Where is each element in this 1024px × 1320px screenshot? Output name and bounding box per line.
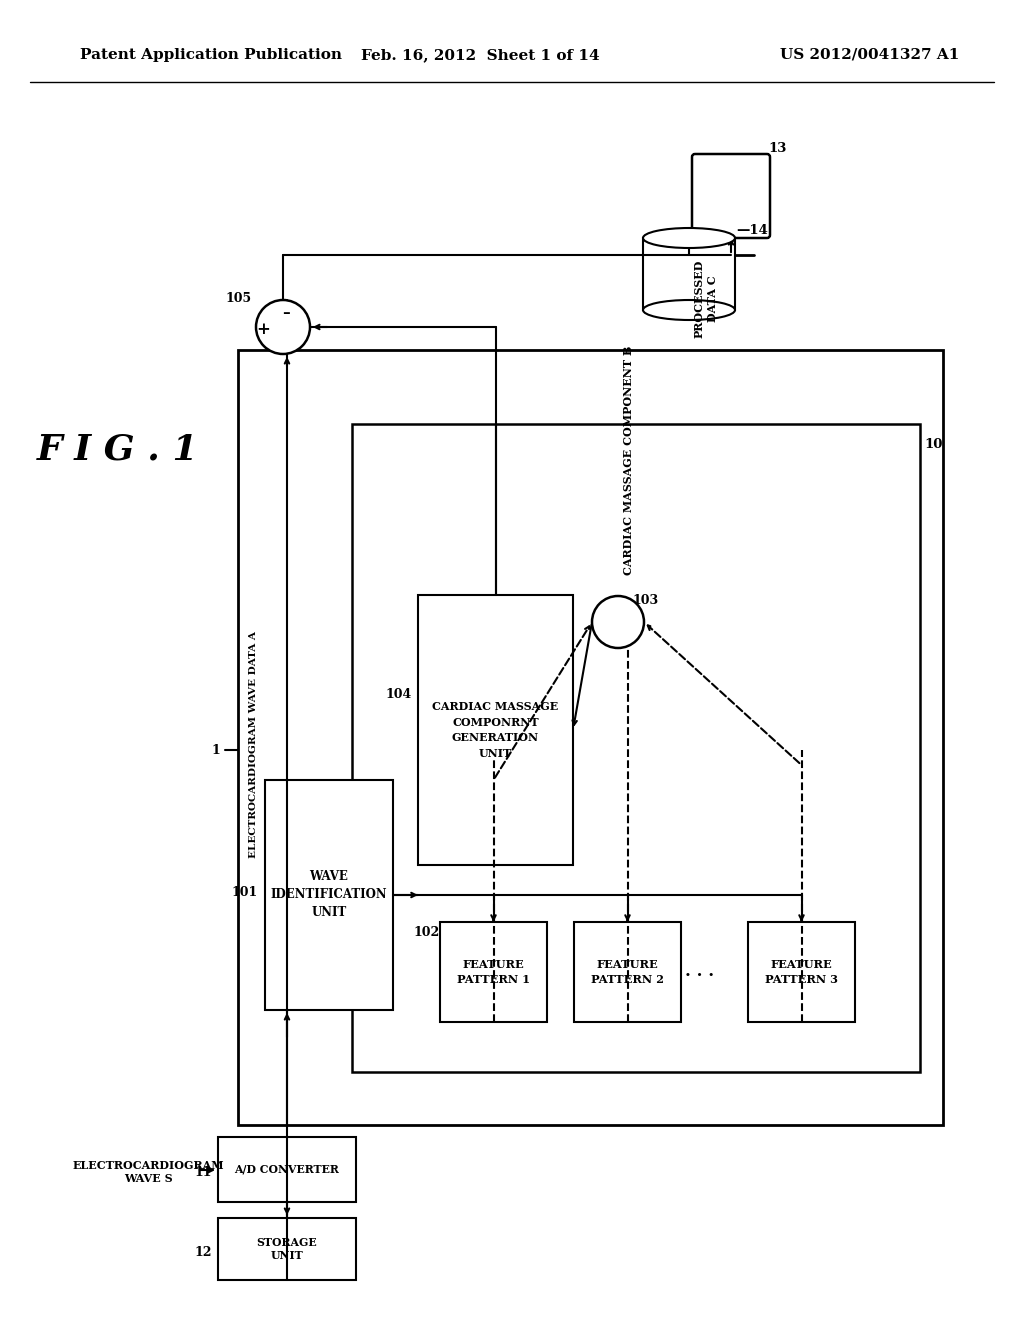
Bar: [218, 1137, 356, 1203]
Text: 10: 10: [924, 438, 942, 451]
Text: STORAGE
UNIT: STORAGE UNIT: [257, 1237, 317, 1262]
Text: PROCESSED
DATA C: PROCESSED DATA C: [693, 260, 719, 338]
Text: A/D CONVERTER: A/D CONVERTER: [234, 1164, 339, 1175]
Text: –: –: [283, 306, 290, 319]
Bar: [574, 921, 681, 1022]
Text: 101: 101: [231, 886, 258, 899]
Text: . . .: . . .: [685, 964, 715, 981]
Text: 13: 13: [768, 141, 786, 154]
Bar: [352, 424, 920, 1072]
Text: 104: 104: [386, 689, 412, 701]
Text: 103: 103: [632, 594, 658, 606]
Text: Patent Application Publication: Patent Application Publication: [80, 48, 342, 62]
Text: ELECTROCARDIOGRAM WAVE DATA A: ELECTROCARDIOGRAM WAVE DATA A: [249, 631, 257, 858]
Text: US 2012/0041327 A1: US 2012/0041327 A1: [780, 48, 959, 62]
Circle shape: [592, 597, 644, 648]
FancyBboxPatch shape: [692, 154, 770, 238]
Circle shape: [256, 300, 310, 354]
Ellipse shape: [643, 300, 735, 319]
Text: FEATURE
PATTERN 2: FEATURE PATTERN 2: [591, 960, 664, 985]
Bar: [440, 921, 547, 1022]
Text: F I G . 1: F I G . 1: [37, 433, 199, 467]
Text: 1: 1: [211, 743, 220, 756]
Text: WAVE
IDENTIFICATION
UNIT: WAVE IDENTIFICATION UNIT: [270, 870, 387, 920]
Text: Feb. 16, 2012  Sheet 1 of 14: Feb. 16, 2012 Sheet 1 of 14: [360, 48, 599, 62]
Ellipse shape: [643, 228, 735, 248]
Text: 105: 105: [226, 292, 252, 305]
Text: 102: 102: [414, 925, 440, 939]
Bar: [748, 921, 855, 1022]
Text: 11: 11: [195, 1166, 212, 1179]
Bar: [218, 1218, 356, 1280]
Text: CARDIAC MASSAGE COMPONENT B: CARDIAC MASSAGE COMPONENT B: [623, 346, 634, 574]
Bar: [418, 595, 573, 865]
Text: FEATURE
PATTERN 1: FEATURE PATTERN 1: [457, 960, 530, 985]
Text: ELECTROCARDIOGRAM
WAVE S: ELECTROCARDIOGRAM WAVE S: [72, 1160, 224, 1184]
Text: 12: 12: [195, 1246, 212, 1258]
Bar: [238, 350, 943, 1125]
Bar: [265, 780, 393, 1010]
Text: —14: —14: [736, 223, 768, 236]
Text: FEATURE
PATTERN 3: FEATURE PATTERN 3: [765, 960, 838, 985]
Text: +: +: [256, 321, 270, 338]
Text: CARDIAC MASSAGE
COMPONRNT
GENERATION
UNIT: CARDIAC MASSAGE COMPONRNT GENERATION UNI…: [432, 701, 559, 759]
Bar: [643, 238, 735, 310]
